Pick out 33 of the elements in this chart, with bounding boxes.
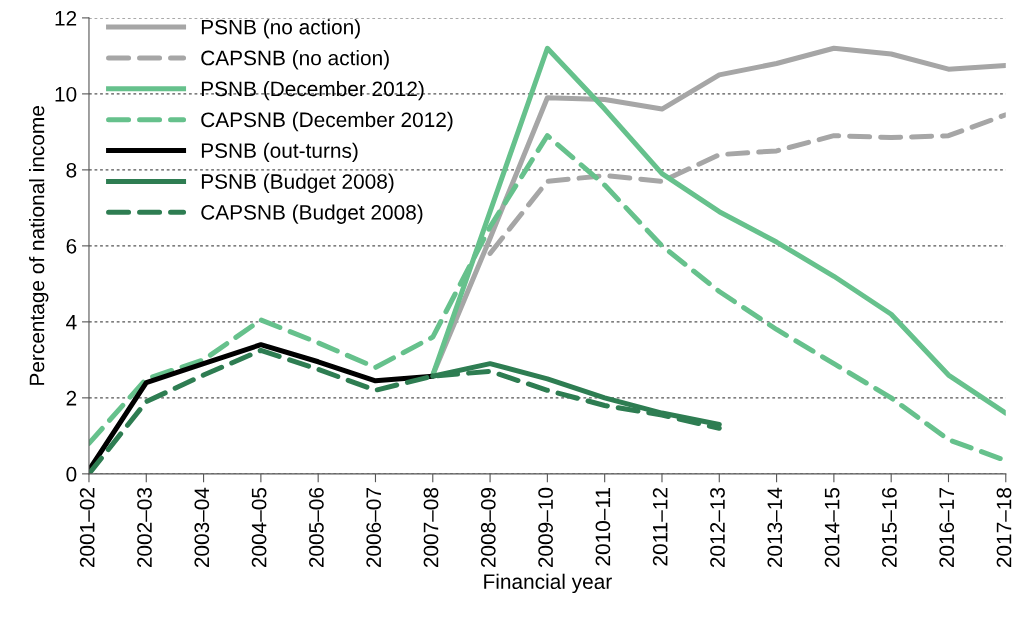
x-tick-label: 2008–09 <box>480 488 496 568</box>
x-tick-label: 2015–16 <box>882 487 897 568</box>
legend-label: PSNB (Budget 2008) <box>201 173 394 194</box>
legend-label: CAPSNB (Budget 2008) <box>201 204 423 224</box>
x-tick-label: 2011–12 <box>652 488 668 566</box>
legend-label: CAPSNB (no action) <box>201 50 389 70</box>
x-tick-label: 2016–17 <box>939 488 955 568</box>
x-tick-label: 2005–06 <box>309 487 324 568</box>
y-tick-label: 6 <box>66 238 77 254</box>
y-tick-label: 12 <box>55 10 77 26</box>
y-tick-label: 0 <box>66 466 77 482</box>
y-tick-label: 8 <box>66 162 77 178</box>
x-tick-label: 2007–08 <box>423 487 439 568</box>
x-tick-label: 2006–07 <box>366 488 382 568</box>
x-tick-label: 2001–02 <box>79 488 95 568</box>
y-tick-label: 4 <box>66 315 77 330</box>
x-tick-label: 2017–18 <box>996 487 1012 568</box>
y-axis-title: Percentage of national income <box>29 106 49 385</box>
x-tick-label: 2004–05 <box>251 487 267 568</box>
x-tick-label: 2010–11 <box>595 488 611 566</box>
y-tick-label: 10 <box>55 86 77 102</box>
x-tick-label: 2013–14 <box>767 487 783 568</box>
x-axis-title: Financial year <box>484 573 612 594</box>
legend-label: CAPSNB (December 2012) <box>201 111 453 132</box>
legend-label: PSNB (no action) <box>201 19 360 39</box>
legend-label: PSNB (out-turns) <box>201 142 358 163</box>
legend-label: PSNB (December 2012) <box>201 80 424 101</box>
x-tick-label: 2014–15 <box>824 487 840 568</box>
y-tick-label: 2 <box>66 390 77 406</box>
x-tick-label: 2003–04 <box>194 487 210 568</box>
x-tick-label: 2002–03 <box>137 487 152 568</box>
x-tick-label: 2012–13 <box>710 487 725 568</box>
x-tick-label: 2009–10 <box>538 487 553 568</box>
